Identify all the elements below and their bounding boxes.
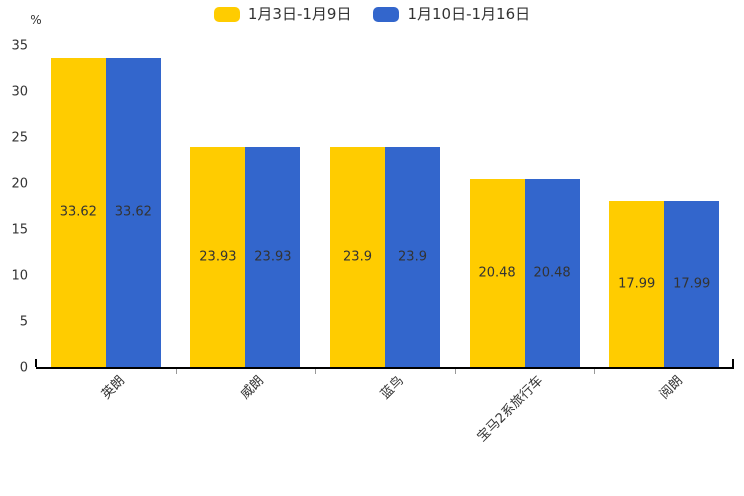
bar-value-label: 23.93 [254,249,292,265]
bar-value-label: 23.9 [398,249,427,265]
y-tick-label: 30 [11,84,28,100]
y-tick-label: 0 [19,360,28,376]
bar-series-0-阅朗[interactable] [609,201,665,367]
bar-series-0-英朗[interactable] [50,57,106,367]
bar-value-label: 20.48 [533,265,571,281]
y-tick-label: 15 [11,222,28,238]
bar-series-1-蓝鸟[interactable] [385,147,440,367]
bar-series-0-宝马2系旅行车[interactable] [469,178,525,367]
y-tick-label: 35 [11,38,28,54]
legend: 1月3日-1月9日 1月10日-1月16日 [0,7,744,22]
bar-value-label: 33.62 [59,204,97,220]
bar-series-1-宝马2系旅行车[interactable] [524,178,580,367]
legend-swatch-icon [213,7,240,22]
x-axis-label: 威朗 [238,373,268,403]
bar-value-label: 17.99 [618,276,656,292]
x-axis-label: 宝马2系旅行车 [474,373,547,445]
legend-label: 1月10日-1月16日 [407,5,531,23]
x-axis-left-end-tick [35,359,37,367]
x-axis-inner-tick [175,369,177,374]
bar-series-0-蓝鸟[interactable] [330,147,385,367]
x-axis-label: 阅朗 [657,373,687,403]
bar-series-1-威朗[interactable] [245,146,301,367]
x-axis-inner-tick [315,369,317,374]
y-tick-label: 10 [11,268,28,284]
y-tick-label: 25 [11,130,28,146]
x-axis-inner-tick [594,369,596,374]
x-axis-label: 英朗 [98,373,128,403]
bar-value-label: 23.9 [343,249,372,265]
legend-item-series-0[interactable]: 1月3日-1月9日 [213,5,352,23]
bar-value-label: 17.99 [673,276,711,292]
x-axis-line [36,367,734,369]
bar-series-0-威朗[interactable] [190,146,246,367]
x-axis-label: 蓝鸟 [377,373,407,403]
bar-value-label: 20.48 [478,265,516,281]
legend-item-series-1[interactable]: 1月10日-1月16日 [373,7,530,22]
x-axis-inner-tick [454,369,456,374]
x-axis-right-end-tick [732,359,734,367]
bar-value-label: 23.93 [199,249,237,265]
legend-label: 1月3日-1月9日 [247,5,352,23]
y-tick-label: 5 [19,314,28,330]
bar-series-1-英朗[interactable] [105,57,161,367]
bar-value-label: 33.62 [114,204,152,220]
legend-swatch-icon [373,7,400,22]
bar-series-1-阅朗[interactable] [664,201,720,367]
y-tick-label: 20 [11,176,28,192]
y-axis-unit-label: % [30,13,42,27]
